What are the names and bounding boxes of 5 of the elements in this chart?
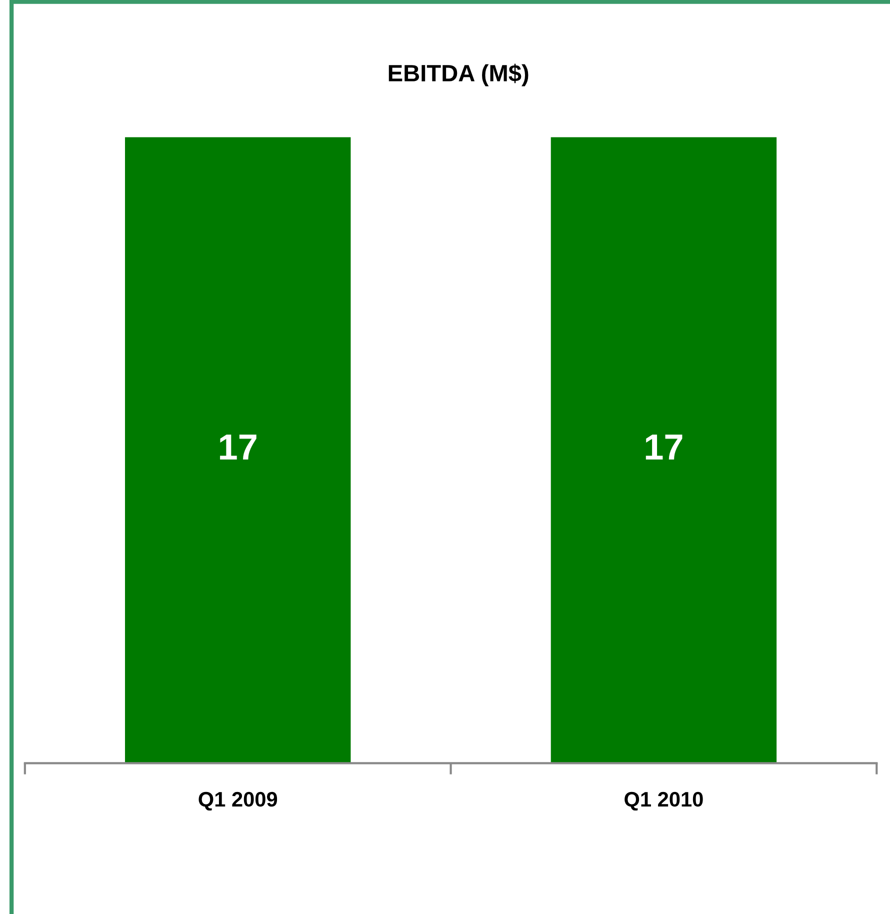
data-label: 17 — [220, 434, 256, 460]
chart-title: EBITDA (M$) — [388, 64, 528, 86]
x-tick-label: Q1 2010 — [624, 792, 703, 811]
data-label: 17 — [646, 434, 682, 460]
x-tick-label: Q1 2009 — [198, 792, 278, 811]
